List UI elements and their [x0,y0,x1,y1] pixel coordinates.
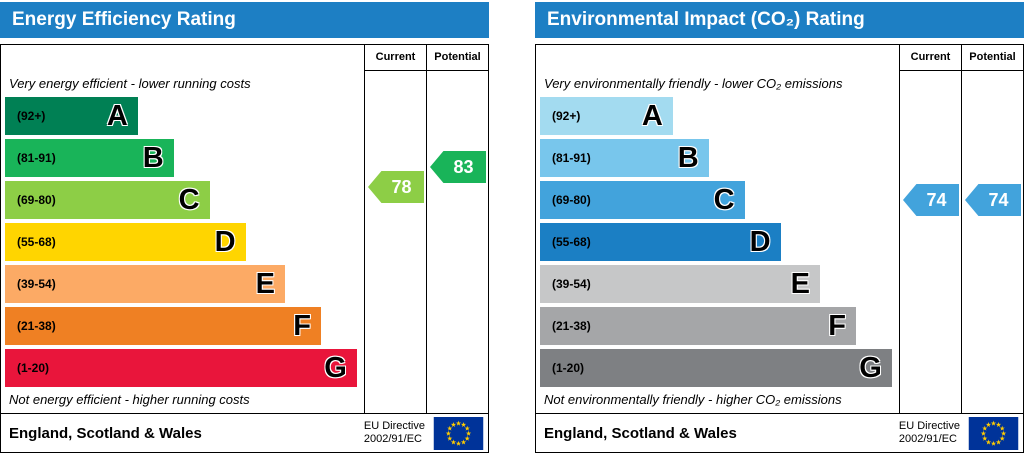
co2-potential-column: Potential 74 [961,45,1023,413]
co2-chart-body: Very environmentally friendly - lower CO… [535,44,1024,453]
band-range-label: (21-38) [17,319,56,333]
band-letter: E [790,267,811,300]
band-range-label: (92+) [17,109,46,123]
co2-band-list: (92+) A (81-91) B (69-80) C (55-68) D (39-54) E (2… [536,97,899,387]
co2-current-rating-value: 74 [926,189,947,210]
band-range-label: (39-54) [17,277,56,291]
energy-efficiency-rating-chart: Energy Efficiency Rating Very energy eff… [0,2,489,453]
eu-directive-text: EU Directive 2002/91/EC [364,420,425,446]
rating-band-d: (55-68) D [5,223,246,261]
band-letter: D [214,225,236,258]
eu-directive-line1: EU Directive [898,419,960,432]
energy-potential-rating-value: 83 [453,156,474,177]
co2-current-column: Current 74 [899,45,961,413]
energy-top-note: Very energy efficient - lower running co… [9,76,251,91]
co2-chart-footer: England, Scotland & Wales EU Directive 2… [536,413,1023,452]
energy-band-list: (92+) A (81-91) B (69-80) C (55-68) D (39-54) E (2… [1,97,364,387]
co2-current-arrow-zone: 74 [900,71,961,413]
energy-current-rating-arrow: 78 [368,171,424,203]
band-range-label: (69-80) [552,193,591,207]
energy-current-column: Current 78 [364,45,426,413]
energy-potential-arrow-zone: 83 [427,71,488,413]
rating-band-c: (69-80) C [5,181,210,219]
potential-column-header: Potential [427,45,488,71]
current-column-header: Current [365,45,426,71]
energy-chart-footer: England, Scotland & Wales EU Directive 2… [1,413,488,452]
band-area-header-spacer [536,45,899,71]
band-letter: A [106,99,128,132]
band-letter: G [324,351,347,384]
co2-current-rating-arrow: 74 [903,184,959,216]
rating-band-f: (21-38) F [5,307,321,345]
rating-band-c: (69-80) C [540,181,745,219]
rating-band-f: (21-38) F [540,307,856,345]
co2-chart-title: Environmental Impact (CO₂) Rating [535,2,1024,38]
energy-current-arrow-zone: 78 [365,71,426,413]
band-range-label: (55-68) [17,235,56,249]
band-letter: B [142,141,164,174]
co2-potential-rating-value: 74 [988,189,1009,210]
band-range-label: (39-54) [552,277,591,291]
band-range-label: (69-80) [17,193,56,207]
rating-band-g: (1-20) G [5,349,357,387]
band-range-label: (1-20) [17,361,50,375]
rating-band-b: (81-91) B [5,139,174,177]
footer-region-label: England, Scotland & Wales [544,424,737,442]
eu-directive-line2: 2002/91/EC [898,433,957,445]
band-letter: D [749,225,771,258]
band-letter: F [293,309,311,342]
rating-band-a: (92+) A [540,97,673,135]
rating-band-g: (1-20) G [540,349,892,387]
co2-top-note: Very environmentally friendly - lower CO… [544,76,843,91]
band-letter: C [713,183,735,216]
co2-bottom-note: Not environmentally friendly - higher CO… [544,392,842,407]
energy-chart-body: Very energy efficient - lower running co… [0,44,489,453]
eu-flag-icon [433,416,484,450]
co2-potential-rating-arrow: 74 [965,184,1021,216]
energy-chart-title: Energy Efficiency Rating [0,2,489,38]
environmental-impact-rating-chart: Environmental Impact (CO₂) Rating Very e… [535,2,1024,453]
potential-column-header: Potential [962,45,1023,71]
band-range-label: (92+) [552,109,581,123]
current-column-header: Current [900,45,961,71]
band-letter: E [255,267,276,300]
band-range-label: (81-91) [17,151,56,165]
band-range-label: (1-20) [552,361,585,375]
energy-bottom-note: Not energy efficient - higher running co… [9,392,250,407]
band-letter: A [641,99,663,132]
eu-directive-line2: 2002/91/EC [363,433,422,445]
rating-band-d: (55-68) D [540,223,781,261]
energy-potential-column: Potential 83 [426,45,488,413]
eu-flag-icon [968,416,1019,450]
band-letter: C [178,183,200,216]
rating-band-e: (39-54) E [540,265,821,303]
band-letter: B [677,141,699,174]
band-range-label: (81-91) [552,151,591,165]
band-area-header-spacer [1,45,364,71]
rating-band-e: (39-54) E [5,265,286,303]
energy-current-rating-value: 78 [391,176,412,197]
band-range-label: (55-68) [552,235,591,249]
co2-potential-arrow-zone: 74 [962,71,1023,413]
eu-directive-line1: EU Directive [363,419,425,432]
energy-potential-rating-arrow: 83 [430,151,486,183]
rating-band-b: (81-91) B [540,139,709,177]
rating-band-a: (92+) A [5,97,138,135]
band-range-label: (21-38) [552,319,591,333]
band-letter: F [828,309,846,342]
band-letter: G [859,351,882,384]
footer-region-label: England, Scotland & Wales [9,424,202,442]
eu-directive-text: EU Directive 2002/91/EC [899,420,960,446]
